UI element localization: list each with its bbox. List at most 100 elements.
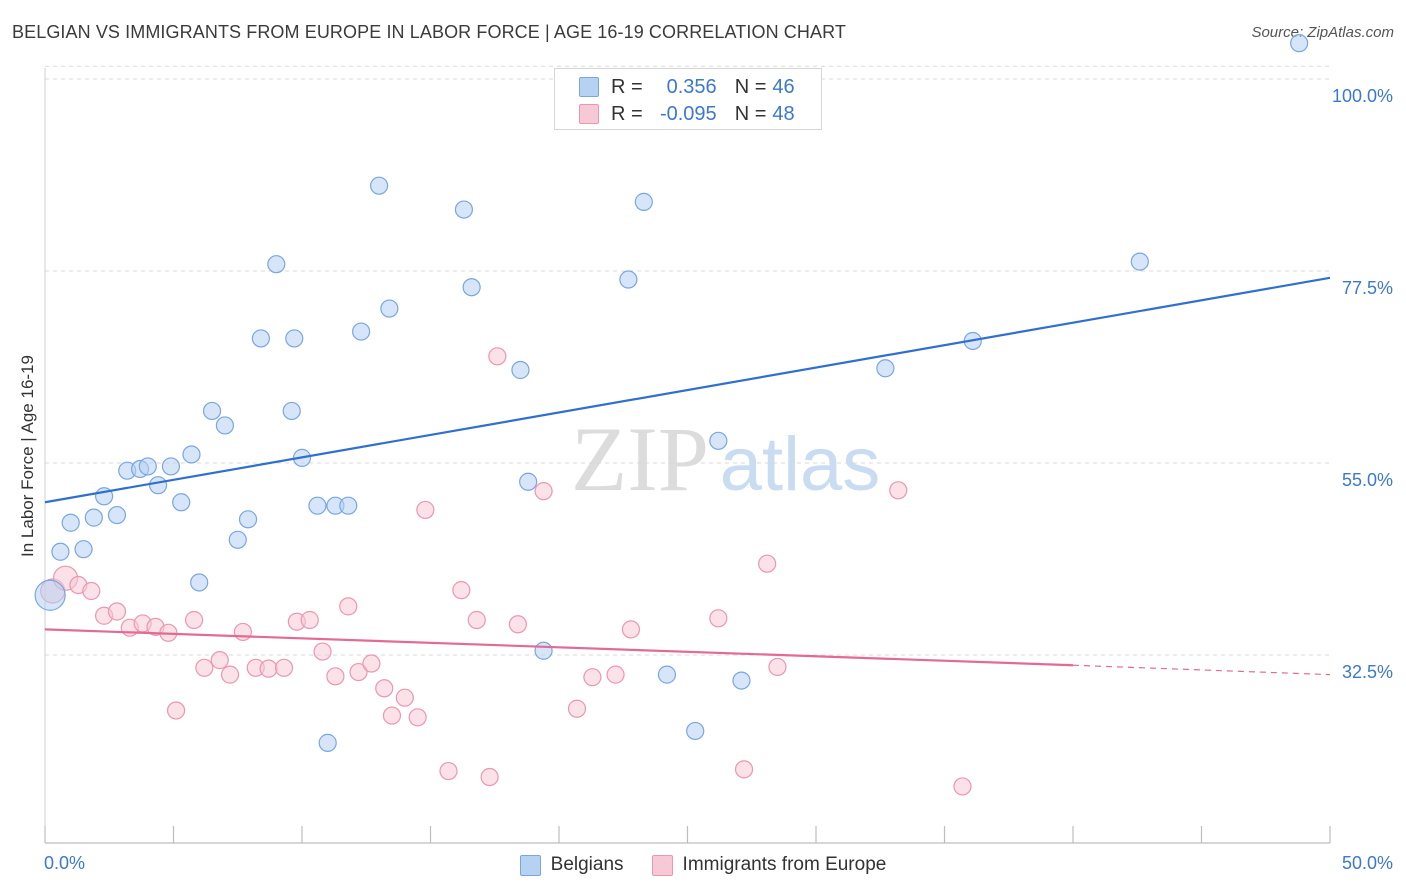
- immigrants-point: [583, 668, 602, 687]
- legend-label: Belgians: [550, 854, 624, 875]
- immigrants-point: [567, 699, 587, 718]
- belgians-point: [308, 496, 327, 515]
- chart-title: BELGIAN VS IMMIGRANTS FROM EUROPE IN LAB…: [12, 22, 846, 42]
- immigrants-point: [734, 760, 754, 779]
- immigrants-point: [439, 761, 458, 781]
- x-tick-label: 0.0%: [44, 853, 85, 873]
- legend-row-belgians: R = 0.356 N = 46: [579, 75, 795, 99]
- pink-swatch: [651, 854, 673, 876]
- immigrants-point: [375, 679, 394, 698]
- immigrants-point: [362, 654, 381, 673]
- immigrants-point: [452, 581, 471, 600]
- belgians-point: [282, 401, 301, 421]
- belgians-point: [84, 508, 103, 527]
- series-legend: Belgians Immigrants from Europe: [0, 852, 1406, 878]
- immigrants-point: [508, 615, 527, 634]
- belgians-point: [190, 573, 209, 592]
- immigrants-point: [274, 658, 294, 677]
- immigrants-point: [408, 708, 427, 727]
- belgians-point: [370, 176, 389, 195]
- immigrants-point: [349, 662, 368, 682]
- belgians-point: [634, 192, 653, 211]
- n-value: 46: [772, 75, 795, 98]
- n-label: N =: [734, 75, 767, 98]
- pink-swatch: [579, 104, 599, 124]
- immigrants-point: [82, 581, 101, 601]
- immigrants-point: [210, 651, 229, 670]
- belgians-point: [61, 513, 80, 532]
- belgians-point: [318, 733, 337, 752]
- immigrants-point: [259, 659, 278, 678]
- n-label: N =: [734, 102, 767, 125]
- r-label: R =: [611, 75, 643, 98]
- immigrants-point: [758, 554, 777, 573]
- legend-item-immigrants: Immigrants from Europe: [651, 854, 887, 876]
- watermark-zip: ZIP: [571, 408, 709, 510]
- belgians-point: [251, 329, 270, 348]
- immigrants-point: [467, 610, 486, 630]
- immigrants-point: [621, 620, 641, 639]
- immigrants-point: [313, 642, 332, 661]
- immigrants-point: [953, 777, 972, 796]
- belgians-point: [138, 457, 157, 476]
- immigrants-trendline-extension: [1072, 664, 1331, 676]
- blue-swatch: [579, 77, 599, 97]
- immigrants-point: [300, 610, 319, 630]
- immigrants-point: [534, 482, 553, 501]
- r-label: R =: [611, 102, 643, 125]
- y-tick-label: 77.5%: [1342, 278, 1393, 298]
- r-value: 0.356: [666, 75, 717, 98]
- immigrants-point: [395, 688, 414, 707]
- n-value: 48: [772, 102, 795, 125]
- belgians-point: [380, 299, 399, 318]
- legend-item-belgians: Belgians: [519, 854, 624, 876]
- belgians-point: [172, 493, 191, 512]
- legend-label: Immigrants from Europe: [682, 854, 887, 875]
- belgians-point: [732, 671, 751, 690]
- belgians-point: [182, 445, 201, 464]
- source-label: Source: ZipAtlas.com: [1251, 24, 1394, 41]
- immigrants-point: [480, 767, 499, 787]
- belgians-point: [339, 496, 358, 515]
- immigrants-point: [416, 500, 435, 520]
- belgians-point: [228, 530, 247, 549]
- belgians-point: [619, 270, 638, 289]
- belgians-point: [202, 401, 222, 421]
- immigrants-point: [488, 347, 507, 366]
- belgians-point: [285, 329, 304, 348]
- belgians-point: [534, 641, 553, 660]
- belgians-point: [686, 721, 705, 741]
- immigrants-point: [220, 665, 240, 684]
- immigrants-point: [326, 667, 345, 686]
- belgians-point: [238, 510, 258, 529]
- y-tick-label: 100.0%: [1332, 86, 1393, 106]
- belgians-point: [1130, 252, 1149, 271]
- belgians-point: [657, 665, 677, 684]
- immigrants-point: [768, 657, 787, 677]
- belgians-point: [74, 540, 93, 559]
- immigrants-point: [166, 701, 186, 720]
- belgians-point: [511, 360, 530, 380]
- immigrants-point: [709, 609, 728, 628]
- belgians-point: [876, 359, 895, 378]
- belgians-point: [107, 505, 127, 525]
- blue-swatch: [519, 854, 541, 876]
- immigrants-trendline: [44, 628, 1074, 667]
- immigrants-point: [339, 597, 358, 616]
- belgians-point: [161, 457, 181, 476]
- y-tick-label: 32.5%: [1342, 662, 1393, 682]
- x-tick-label: 50.0%: [1342, 853, 1393, 873]
- belgians-point: [454, 200, 474, 219]
- belgians-point: [352, 322, 371, 341]
- belgians-point: [148, 476, 168, 495]
- immigrants-point: [184, 610, 204, 630]
- r-value: -0.095: [659, 102, 717, 125]
- immigrants-point: [107, 602, 127, 621]
- belgians-point: [34, 579, 66, 611]
- belgians-trendline: [44, 276, 1331, 504]
- correlation-legend: R = 0.356 N = 46 R = -0.095 N = 48: [554, 68, 822, 130]
- legend-row-immigrants: R = -0.095 N = 48: [579, 102, 795, 126]
- belgians-point: [462, 278, 481, 297]
- belgians-point: [215, 416, 234, 435]
